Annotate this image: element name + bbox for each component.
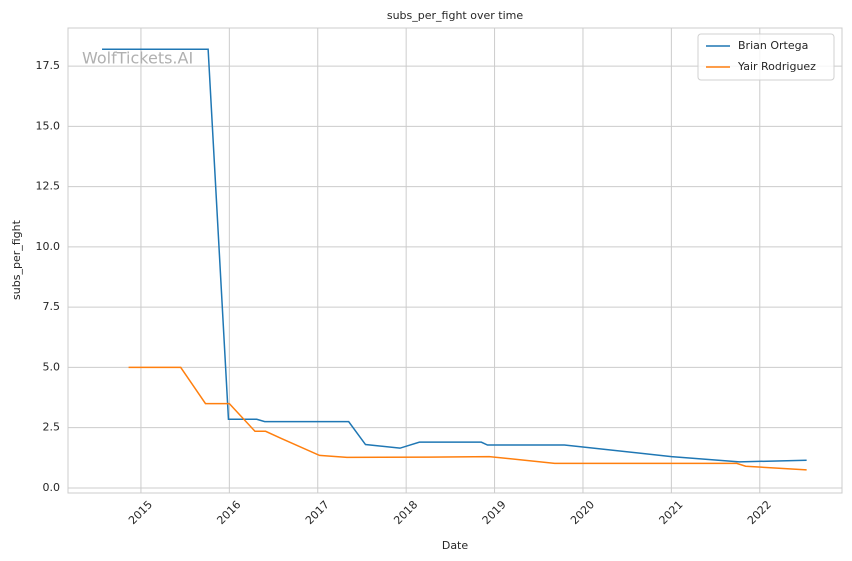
x-tick-label: 2020 (568, 498, 597, 527)
plot-area (67, 27, 843, 494)
x-tick-label: 2016 (214, 498, 243, 527)
legend-label: Yair Rodriguez (737, 60, 816, 73)
y-tick-label: 12.5 (36, 180, 61, 193)
watermark: WolfTickets.AI (82, 49, 193, 68)
x-tick-label: 2018 (391, 498, 420, 527)
legend-label: Brian Ortega (738, 39, 808, 52)
x-tick-label: 2017 (303, 498, 332, 527)
y-tick-label: 10.0 (36, 240, 61, 253)
y-tick-label: 15.0 (36, 119, 61, 132)
y-axis-label: subs_per_fight (10, 219, 23, 300)
x-axis-label: Date (442, 539, 469, 552)
y-tick-label: 5.0 (43, 360, 61, 373)
y-tick-label: 7.5 (43, 300, 61, 313)
series-line (102, 48, 807, 463)
legend-box (697, 33, 835, 81)
y-tick-label: 2.5 (43, 421, 61, 434)
chart-title: subs_per_fight over time (387, 9, 523, 22)
x-tick-label: 2022 (745, 498, 774, 527)
series-line (128, 366, 807, 471)
x-tick-label: 2015 (126, 498, 155, 527)
x-tick-label: 2021 (657, 498, 686, 527)
y-tick-label: 0.0 (43, 481, 61, 494)
y-tick-label: 17.5 (36, 59, 61, 72)
x-tick-label: 2019 (480, 498, 509, 527)
